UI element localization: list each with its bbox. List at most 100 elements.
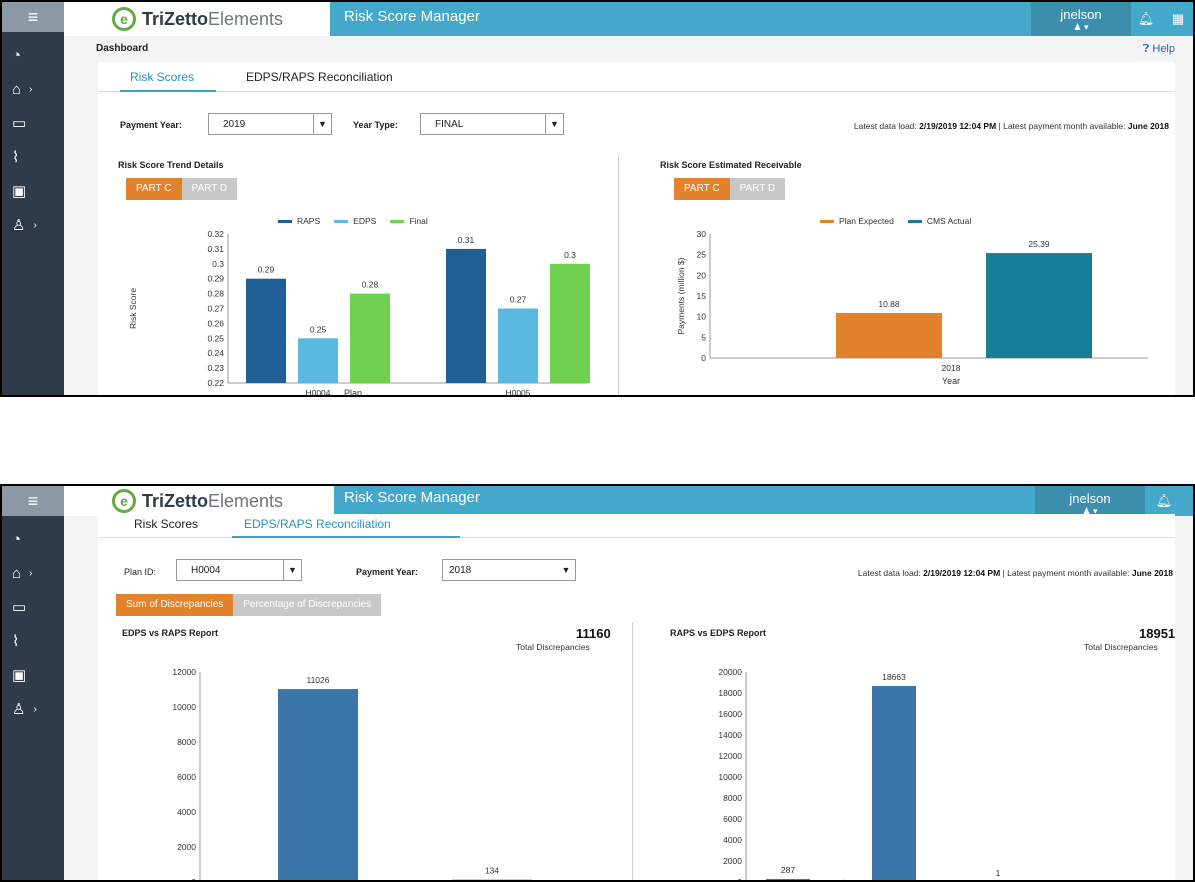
help-link[interactable]: ❓︎ Help <box>1143 43 1175 56</box>
bar-data-label: 10.88 <box>878 299 900 309</box>
line-chart-icon[interactable]: ⌇ <box>12 633 20 650</box>
user-icon[interactable]: ♙ › <box>12 701 37 718</box>
data-load-prefix: Latest data load: <box>857 568 921 578</box>
brand-suffix: Elements <box>208 490 284 511</box>
plan-id-label: Plan ID: <box>124 567 157 577</box>
part-c-button[interactable]: PART C <box>126 178 182 200</box>
receivable-y-tick-label: 10 <box>697 312 707 322</box>
raps-vs-edps-y-tick-label: 12000 <box>718 751 742 761</box>
payment-year-select[interactable]: 2019 ▼ <box>208 113 332 135</box>
user-menu[interactable]: jnelson ♟ ▾ <box>1031 2 1131 36</box>
bar-final-h0005 <box>550 263 590 383</box>
apps-grid-icon[interactable]: ▦ <box>1171 11 1185 26</box>
brand-prefix: TriZetto <box>142 8 208 29</box>
bar-data-label: 0.29 <box>258 265 275 275</box>
hamburger-menu-icon[interactable]: ≡ <box>2 486 64 516</box>
home-icon[interactable]: ⌂ › <box>12 80 33 98</box>
year-type-value: FINAL <box>435 119 464 130</box>
receivable-y-tick-label: 25 <box>697 250 707 260</box>
discrepancy-toggle: Sum of Discrepancies Percentage of Discr… <box>116 594 382 616</box>
payment-year-select[interactable]: 2018 ▼ <box>442 559 576 581</box>
edps-vs-raps-y-tick-label: 4000 <box>177 807 196 817</box>
tab-risk-scores[interactable]: Risk Scores <box>130 70 195 84</box>
bell-icon[interactable]: 🔔︎ <box>1155 493 1173 508</box>
receivable-y-tick-label: 15 <box>697 291 707 301</box>
edps-vs-raps-chart: 12000100008000600040002000011026EDPS All… <box>172 667 542 880</box>
bell-icon[interactable]: 🔔︎ <box>1137 11 1155 26</box>
user-icon[interactable]: ♙ › <box>12 217 37 234</box>
raps-vs-edps-y-tick-label: 10000 <box>718 772 742 782</box>
bar-edps-h0004 <box>298 338 338 383</box>
app-title: Risk Score Manager <box>344 489 480 506</box>
chart-divider <box>632 622 633 880</box>
payment-year-value: 2018 <box>449 565 472 576</box>
data-load-value: 2/19/2019 12:04 PM <box>923 568 1001 578</box>
payment-month-prefix: | Latest payment month available: <box>1002 568 1130 578</box>
tab-edps-raps-reconciliation[interactable]: EDPS/RAPS Reconciliation <box>246 70 393 84</box>
raps-vs-edps-y-tick-label: 14000 <box>718 730 742 740</box>
tab-edps-raps-reconciliation[interactable]: EDPS/RAPS Reconciliation <box>244 517 391 531</box>
chevron-down-icon: ▼ <box>313 114 331 134</box>
payment-year-label: Payment Year: <box>120 120 182 130</box>
brand-suffix: Elements <box>208 8 284 29</box>
receivable-y-tick-label: 30 <box>697 229 707 239</box>
edps-vs-raps-total: 11160 <box>576 626 611 641</box>
bar-data-label: 287 <box>781 865 795 875</box>
year-type-label: Year Type: <box>353 120 398 130</box>
tab-risk-scores[interactable]: Risk Scores <box>134 517 199 531</box>
legend-final: Final <box>390 216 428 226</box>
receivable-y-tick-label: 5 <box>701 332 706 342</box>
line-chart-icon[interactable]: ⌇ <box>12 149 20 166</box>
part-c-button[interactable]: PART C <box>674 178 730 200</box>
percentage-of-discrepancies-button[interactable]: Percentage of Discrepancies <box>233 594 382 616</box>
top-bar: e TriZettoElements Risk Score Manager jn… <box>64 486 1193 516</box>
folder-icon[interactable]: ▭ <box>12 115 27 132</box>
chart-divider <box>618 156 619 395</box>
user-dropdown-icon[interactable]: ♟ ▾ <box>1073 22 1089 32</box>
home-icon[interactable]: ⌂ › <box>12 564 33 582</box>
user-menu[interactable]: jnelson ♟ ▾ <box>1035 486 1145 516</box>
sidebar: ≡ ◔ ⌂ › ▭ ⌇ ▣ ♙ › <box>2 2 64 395</box>
active-tab-indicator <box>120 90 216 92</box>
hamburger-menu-icon[interactable]: ≡ <box>2 2 64 32</box>
legend-edps: EDPS <box>334 216 376 226</box>
legend-final-label: Final <box>409 216 428 226</box>
edps-vs-raps-y-tick-label: 10000 <box>172 702 196 712</box>
risk-trend-y-tick-label: 0.26 <box>207 318 224 328</box>
risk-trend-legend: RAPS EDPS Final <box>278 216 428 226</box>
risk-trend-y-tick-label: 0.23 <box>207 363 224 373</box>
payment-month-value: June 2018 <box>1127 121 1169 131</box>
bar-cms-actual <box>986 253 1092 358</box>
tab-bar: Risk Scores EDPS/RAPS Reconciliation <box>98 514 1175 538</box>
speedometer-icon[interactable]: ◔ <box>12 530 22 548</box>
bar-data-label: 18663 <box>882 672 906 682</box>
user-dropdown-icon[interactable]: ♟ ▾ <box>1082 506 1098 516</box>
bar-data-label: 134 <box>485 866 499 876</box>
edps-vs-raps-title: EDPS vs RAPS Report <box>122 628 219 638</box>
bar-plan-expected <box>836 313 942 358</box>
bar-data-label: 0.31 <box>458 235 475 245</box>
speedometer-icon[interactable]: ◔ <box>12 46 22 64</box>
user-name: jnelson <box>1069 491 1111 506</box>
help-label: Help <box>1152 43 1175 55</box>
part-d-button[interactable]: PART D <box>181 178 238 200</box>
bar-data-label: 1 <box>996 868 1001 878</box>
bar-data-label: 0.28 <box>362 280 379 290</box>
plan-id-select[interactable]: H0004 ▼ <box>176 559 302 581</box>
main-panel: Risk Scores EDPS/RAPS Reconciliation Pla… <box>98 514 1175 880</box>
folder-icon[interactable]: ▭ <box>12 599 27 616</box>
main-panel: Risk Scores EDPS/RAPS Reconciliation Pay… <box>98 62 1175 395</box>
help-icon: ❓︎ <box>1142 43 1150 55</box>
y-axis-title: Risk Score <box>128 288 138 329</box>
save-icon[interactable]: ▣ <box>12 667 27 684</box>
edps-vs-raps-y-tick-label: 2000 <box>177 842 196 852</box>
data-load-info: Latest data load: 2/19/2019 12:04 PM | L… <box>858 568 1173 578</box>
risk-trend-y-tick-label: 0.32 <box>207 229 224 239</box>
x-tick-label: H0004 <box>305 388 330 397</box>
x-axis-title: Plan <box>344 388 362 397</box>
year-type-select[interactable]: FINAL ▼ <box>420 113 564 135</box>
sum-of-discrepancies-button[interactable]: Sum of Discrepancies <box>116 594 234 616</box>
edps-vs-raps-bar <box>278 689 358 880</box>
save-icon[interactable]: ▣ <box>12 183 27 200</box>
part-d-button[interactable]: PART D <box>729 178 786 200</box>
